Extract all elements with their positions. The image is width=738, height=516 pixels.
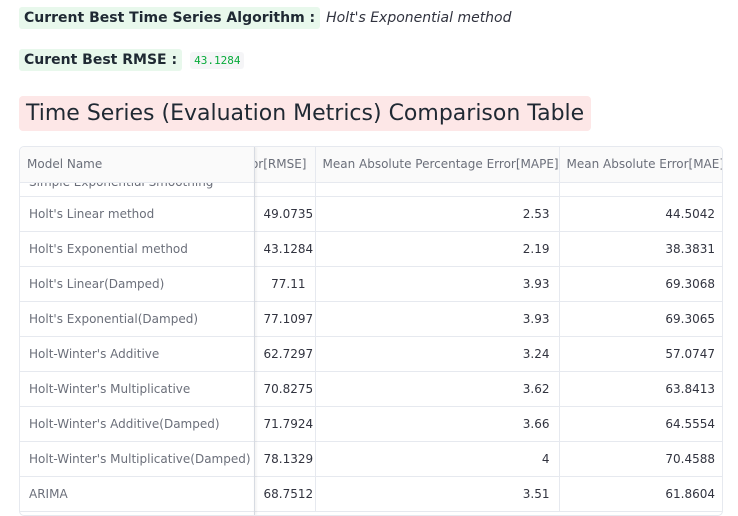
header-model-name[interactable]: Model Name — [20, 147, 255, 183]
table-row[interactable]: Holt's Linear method 49.0735 2.53 44.5042 — [20, 196, 722, 232]
page-title: Time Series (Evaluation Metrics) Compari… — [19, 96, 592, 131]
cell-rmse[interactable]: 70.8275 — [254, 371, 316, 407]
best-algorithm-value: Holt's Exponential method — [326, 10, 512, 26]
cell-mape[interactable]: 2.53 — [315, 196, 560, 232]
cell-name[interactable]: Holt's Exponential method — [20, 231, 255, 267]
cell-mae[interactable]: 70.4588 — [559, 441, 722, 477]
cell-name[interactable]: Holt-Winter's Multiplicative(Damped) — [20, 441, 255, 477]
cell-mape[interactable]: 4 — [315, 441, 560, 477]
cell-mape[interactable]: 3.93 — [315, 266, 560, 302]
cell-name[interactable]: Holt-Winter's Additive(Damped) — [20, 406, 255, 442]
best-algorithm-row: Current Best Time Series Algorithm : Hol… — [19, 7, 512, 29]
cell-rmse[interactable]: 77.1097 — [254, 301, 316, 337]
header-mae[interactable]: Mean Absolute Error[MAE] — [559, 147, 722, 183]
cell-rmse[interactable]: 43.1284 — [254, 231, 316, 267]
table-row[interactable]: Holt-Winter's Additive 62.7297 3.24 57.0747 — [20, 336, 722, 372]
cell-rmse[interactable]: 49.0735 — [254, 196, 316, 232]
cell-name[interactable]: Holt's Linear(Damped) — [20, 266, 255, 302]
best-rmse-value: 43.1284 — [190, 51, 245, 69]
table-row[interactable]: Holt's Exponential method 43.1284 2.19 38.3… — [20, 231, 722, 267]
header-mape[interactable]: Mean Absolute Percentage Error[MAPE] — [315, 147, 560, 183]
cell-mae[interactable]: 38.3831 — [559, 231, 722, 267]
cell-mape[interactable]: 3.93 — [315, 301, 560, 337]
table-header-row: Model Name Root Mean Squared Error[RMSE]… — [20, 147, 722, 183]
table-row[interactable]: Holt-Winter's Multiplicative(Damped) 78.1… — [20, 441, 722, 477]
metrics-table: Model Name Root Mean Squared Error[RMSE]… — [20, 147, 722, 512]
cell-mape[interactable]: 3.62 — [315, 371, 560, 407]
cell-mae[interactable]: 69.3065 — [559, 301, 722, 337]
best-rmse-label: Curent Best RMSE : — [19, 49, 183, 71]
table-row[interactable]: Holt-Winter's Multiplicative 70.8275 3.62 6… — [20, 371, 722, 407]
best-algorithm-label: Current Best Time Series Algorithm : — [19, 7, 321, 29]
cell-name[interactable]: Holt-Winter's Multiplicative — [20, 371, 255, 407]
table-row[interactable]: Holt-Winter's Additive(Damped) 71.7924 3.6… — [20, 406, 722, 442]
table-row[interactable]: ARIMA 68.7512 3.51 61.8604 — [20, 476, 722, 512]
cell-mape[interactable]: 3.51 — [315, 476, 560, 512]
cell-name[interactable]: Holt's Exponential(Damped) — [20, 301, 255, 337]
cell-mape[interactable]: 3.66 — [315, 406, 560, 442]
cell-name[interactable]: Holt's Linear method — [20, 196, 255, 232]
cell-mae[interactable]: 63.8413 — [559, 371, 722, 407]
cell-rmse[interactable]: 77.11 — [254, 266, 316, 302]
cell-mape[interactable]: 2.19 — [315, 231, 560, 267]
cell-rmse[interactable]: 71.7924 — [254, 406, 316, 442]
comparison-table[interactable]: Model Name Root Mean Squared Error[RMSE]… — [19, 146, 723, 516]
header-rmse[interactable]: Root Mean Squared Error[RMSE] — [254, 147, 316, 183]
cell-mae[interactable]: 69.3068 — [559, 266, 722, 302]
table-row[interactable]: Holt's Linear(Damped) 77.11 3.93 69.3068 — [20, 266, 722, 302]
cell-mae[interactable]: 64.5554 — [559, 406, 722, 442]
cell-rmse[interactable]: 68.7512 — [254, 476, 316, 512]
table-row-partial: Simple Exponential Smoothing — [20, 182, 722, 197]
sticky-column-divider — [254, 147, 255, 515]
cell-rmse[interactable]: 78.1329 — [254, 441, 316, 477]
partial-row-name: Simple Exponential Smoothing — [29, 182, 214, 189]
cell-mape[interactable]: 3.24 — [315, 336, 560, 372]
best-rmse-row: Curent Best RMSE : 43.1284 — [19, 49, 245, 71]
cell-name[interactable]: ARIMA — [20, 476, 255, 512]
cell-mae[interactable]: 57.0747 — [559, 336, 722, 372]
cell-mae[interactable]: 44.5042 — [559, 196, 722, 232]
table-row[interactable]: Holt's Exponential(Damped) 77.1097 3.93 69.… — [20, 301, 722, 337]
cell-mae[interactable]: 61.8604 — [559, 476, 722, 512]
cell-rmse[interactable]: 62.7297 — [254, 336, 316, 372]
cell-name[interactable]: Holt-Winter's Additive — [20, 336, 255, 372]
